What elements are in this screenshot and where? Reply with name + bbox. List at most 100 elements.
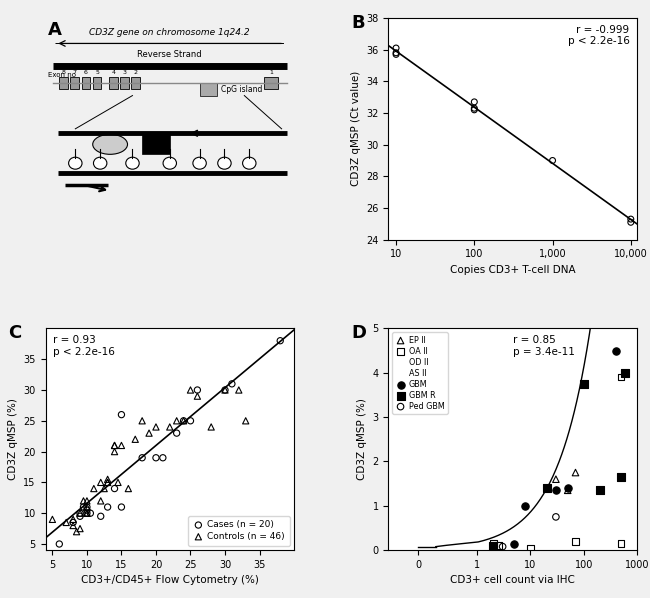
Cases (n = 20) — [68, 518, 78, 527]
Point — [391, 48, 401, 57]
Point — [391, 43, 401, 53]
Point — [391, 50, 401, 59]
Controls (n = 46) — [206, 422, 216, 432]
GBM — [520, 501, 530, 511]
Text: r = -0.999
p < 2.2e-16: r = -0.999 p < 2.2e-16 — [567, 25, 630, 46]
Controls (n = 46) — [164, 422, 175, 432]
Bar — [81, 77, 90, 89]
Text: CpG island: CpG island — [221, 85, 262, 94]
Controls (n = 46) — [185, 385, 196, 395]
Controls (n = 46) — [172, 416, 182, 426]
AS II — [430, 532, 441, 542]
OD II — [525, 539, 536, 548]
Bar — [264, 77, 278, 89]
Controls (n = 46) — [103, 478, 113, 487]
Controls (n = 46) — [82, 508, 92, 518]
Controls (n = 46) — [96, 496, 106, 506]
Point — [625, 218, 636, 227]
Controls (n = 46) — [78, 496, 88, 506]
Bar — [59, 77, 68, 89]
Text: 6: 6 — [84, 70, 88, 75]
Text: D: D — [351, 324, 366, 342]
Controls (n = 46) — [82, 508, 92, 518]
Controls (n = 46) — [130, 435, 140, 444]
Cases (n = 20) — [96, 511, 106, 521]
Legend: EP II, OA II, OD II, AS II, GBM, GBM R, Ped GBM: EP II, OA II, OD II, AS II, GBM, GBM R, … — [393, 332, 448, 414]
Point — [469, 97, 480, 106]
GBM — [509, 539, 519, 548]
Text: r = 0.93
p < 2.2e-16: r = 0.93 p < 2.2e-16 — [53, 335, 115, 356]
GBM R — [541, 483, 552, 493]
Text: 4: 4 — [111, 70, 115, 75]
Text: 5: 5 — [95, 70, 99, 75]
Point — [547, 155, 558, 165]
AS II — [562, 452, 573, 462]
X-axis label: CD3+/CD45+ Flow Cytometry (%): CD3+/CD45+ Flow Cytometry (%) — [81, 575, 259, 585]
OA II — [570, 536, 580, 546]
GBM R — [620, 368, 630, 377]
Ped GBM — [497, 542, 508, 551]
Text: 1: 1 — [269, 70, 273, 75]
Cases (n = 20) — [85, 508, 96, 518]
Cases (n = 20) — [220, 385, 230, 395]
Cases (n = 20) — [116, 502, 127, 512]
GBM R — [595, 486, 605, 495]
Ellipse shape — [93, 135, 127, 154]
Text: Reverse Strand: Reverse Strand — [137, 50, 202, 59]
Bar — [142, 135, 170, 154]
Controls (n = 46) — [192, 391, 203, 401]
Controls (n = 46) — [103, 478, 113, 487]
OA II — [493, 541, 504, 551]
Controls (n = 46) — [75, 524, 85, 533]
OA II — [616, 539, 626, 548]
Controls (n = 46) — [82, 496, 92, 506]
Controls (n = 46) — [82, 502, 92, 512]
Cases (n = 20) — [192, 385, 203, 395]
Controls (n = 46) — [137, 416, 148, 426]
OD II — [573, 539, 584, 548]
Circle shape — [126, 157, 139, 169]
Circle shape — [242, 157, 256, 169]
Cases (n = 20) — [82, 502, 92, 512]
GBM — [551, 486, 561, 495]
GBM R — [578, 379, 589, 389]
Controls (n = 46) — [47, 514, 58, 524]
Point — [625, 214, 636, 224]
Cases (n = 20) — [172, 428, 182, 438]
Y-axis label: CD3Z qMSP (Ct value): CD3Z qMSP (Ct value) — [351, 71, 361, 187]
Controls (n = 46) — [240, 416, 251, 426]
Controls (n = 46) — [123, 484, 133, 493]
AS II — [430, 527, 441, 537]
Controls (n = 46) — [151, 422, 161, 432]
GBM — [610, 346, 621, 355]
Controls (n = 46) — [99, 484, 109, 493]
Cases (n = 20) — [227, 379, 237, 389]
Cases (n = 20) — [185, 416, 196, 426]
GBM — [562, 483, 573, 493]
Bar — [200, 83, 217, 96]
Cases (n = 20) — [275, 336, 285, 346]
Text: B: B — [351, 14, 365, 32]
Legend: Cases (n = 20), Controls (n = 46): Cases (n = 20), Controls (n = 46) — [188, 516, 289, 545]
OA II — [488, 539, 499, 548]
X-axis label: CD3+ cell count via IHC: CD3+ cell count via IHC — [450, 575, 575, 585]
Bar — [131, 77, 140, 89]
EP II — [562, 486, 573, 495]
X-axis label: Copies CD3+ T-cell DNA: Copies CD3+ T-cell DNA — [450, 265, 575, 275]
Text: 3: 3 — [122, 70, 126, 75]
Controls (n = 46) — [72, 527, 82, 536]
Bar — [120, 77, 129, 89]
Text: 7: 7 — [73, 70, 77, 75]
Cases (n = 20) — [151, 453, 161, 462]
Controls (n = 46) — [109, 447, 120, 456]
Circle shape — [193, 157, 206, 169]
Controls (n = 46) — [109, 441, 120, 450]
Cases (n = 20) — [103, 502, 113, 512]
Bar — [109, 77, 118, 89]
OA II — [525, 543, 536, 553]
Cases (n = 20) — [82, 505, 92, 515]
OD II — [488, 541, 499, 551]
Controls (n = 46) — [178, 416, 188, 426]
Y-axis label: CD3Z qMSP (%): CD3Z qMSP (%) — [357, 398, 367, 480]
Controls (n = 46) — [68, 521, 78, 530]
